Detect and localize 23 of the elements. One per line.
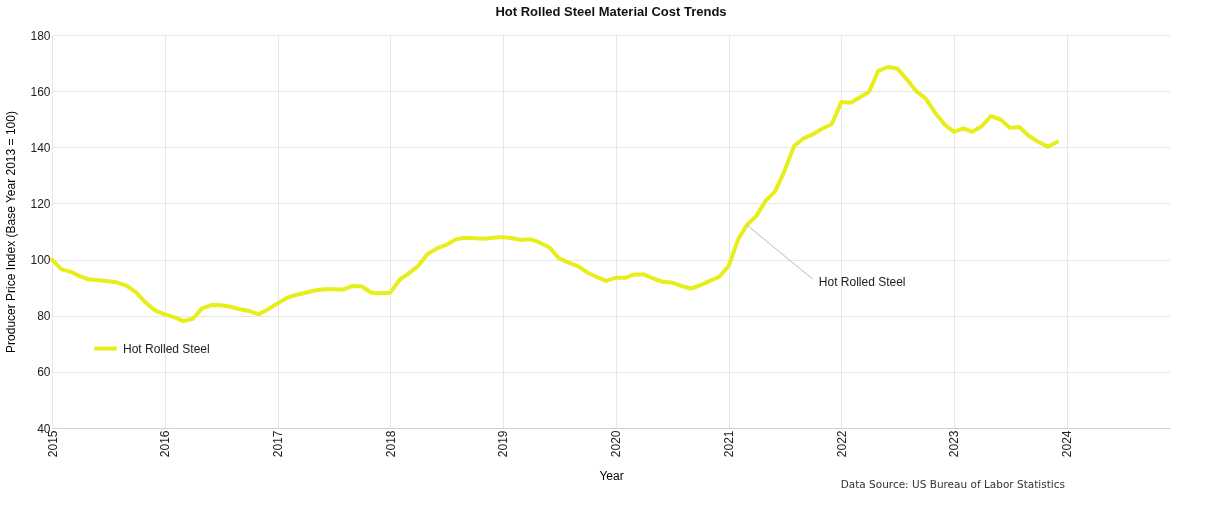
x-tick-label: 2023 [947, 430, 962, 458]
y-axis-title: Producer Price Index (Base Year 2013 = 100) [4, 111, 19, 353]
y-tick-label: 100 [30, 253, 51, 268]
x-tick-label: 2018 [383, 430, 398, 458]
y-tick-label: 160 [30, 84, 51, 99]
legend-label: Hot Rolled Steel [123, 341, 210, 356]
y-tick-label: 140 [30, 140, 51, 155]
chart-title: Hot Rolled Steel Material Cost Trends [495, 4, 727, 19]
y-tick-label: 120 [30, 196, 51, 211]
source-note: Data Source: US Bureau of Labor Statistics [840, 478, 1065, 490]
annotation: Hot Rolled Steel [818, 275, 906, 290]
x-tick-label: 2020 [609, 430, 624, 458]
x-tick-label: 2019 [496, 430, 511, 458]
x-tick-label: 2022 [834, 430, 849, 458]
line-series [50, 65, 1060, 324]
y-tick-label: 60 [37, 365, 51, 380]
y-tick-label: 80 [37, 309, 51, 324]
y-tick-label: 180 [30, 28, 51, 43]
x-tick-label: 2021 [722, 430, 737, 458]
x-tick-label: 2024 [1060, 430, 1075, 458]
x-tick-label: 2016 [158, 430, 173, 458]
x-axis-title: Year [599, 469, 624, 484]
x-tick-label: 2017 [271, 430, 286, 458]
